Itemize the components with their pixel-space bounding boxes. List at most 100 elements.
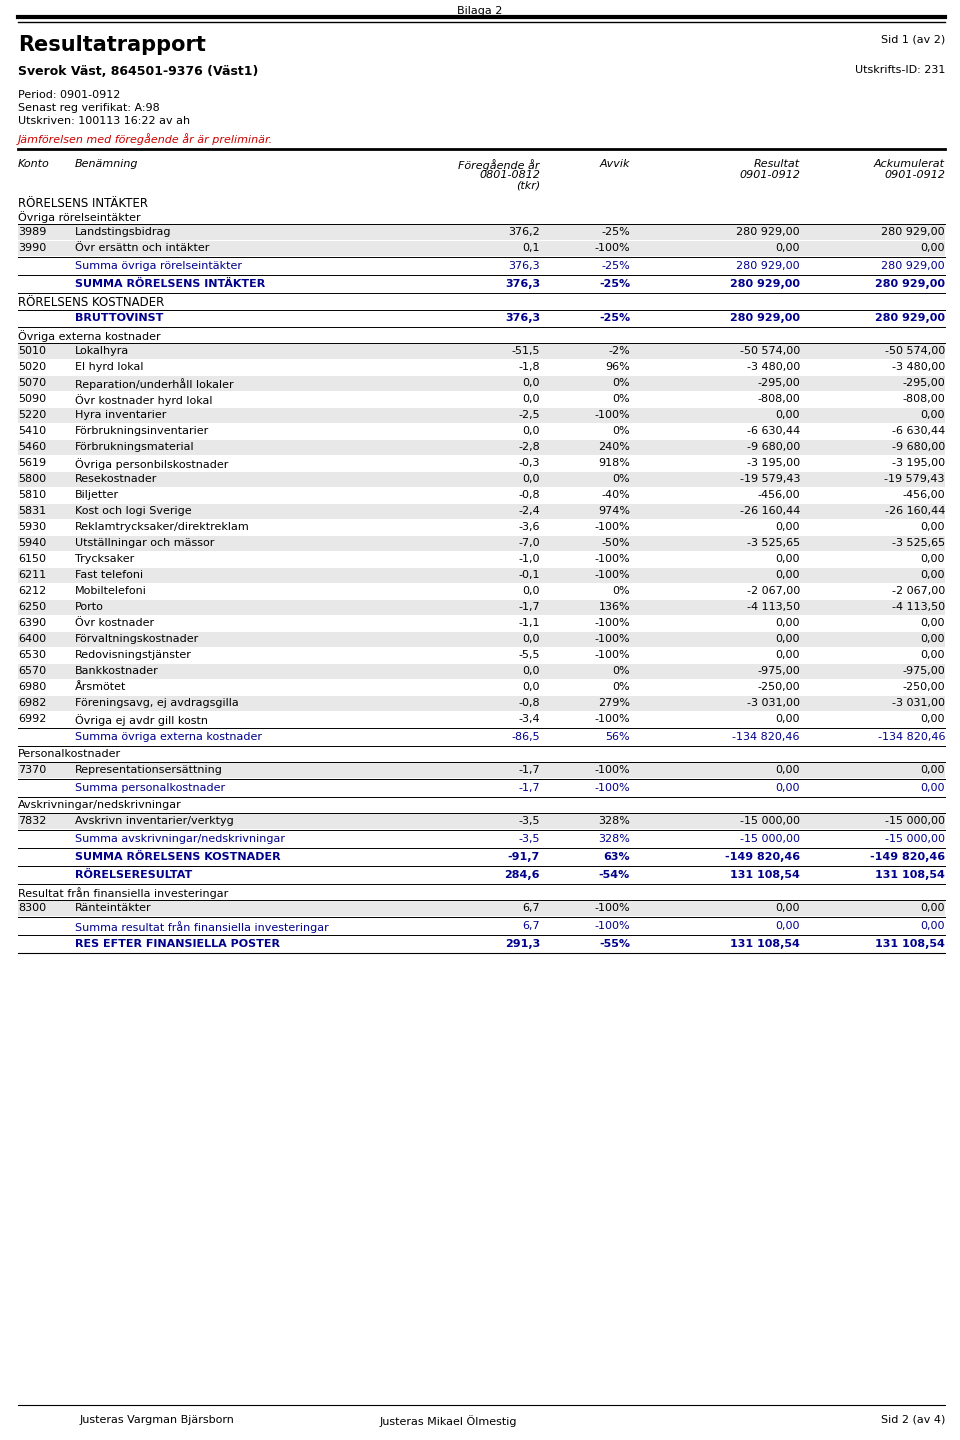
Text: 280 929,00: 280 929,00: [875, 279, 945, 289]
Text: 5831: 5831: [18, 505, 46, 516]
Text: Summa övriga rörelseintäkter: Summa övriga rörelseintäkter: [75, 261, 242, 271]
Text: Redovisningstjänster: Redovisningstjänster: [75, 649, 192, 660]
Text: 280 929,00: 280 929,00: [730, 279, 800, 289]
Text: 328%: 328%: [598, 816, 630, 827]
Text: -100%: -100%: [594, 243, 630, 253]
Text: -250,00: -250,00: [902, 683, 945, 693]
Text: Förbrukningsinventarier: Förbrukningsinventarier: [75, 426, 209, 436]
Text: 5930: 5930: [18, 521, 46, 531]
Text: Övr kostnader hyrd lokal: Övr kostnader hyrd lokal: [75, 395, 212, 406]
Bar: [18, 763, 945, 778]
Text: Avvik: Avvik: [599, 158, 630, 168]
Text: 0,00: 0,00: [776, 649, 800, 660]
Text: 280 929,00: 280 929,00: [881, 261, 945, 271]
Text: -51,5: -51,5: [512, 346, 540, 356]
Text: RÖRELSENS INTÄKTER: RÖRELSENS INTÄKTER: [18, 197, 148, 210]
Text: Sid 1 (av 2): Sid 1 (av 2): [880, 35, 945, 45]
Text: 0,00: 0,00: [921, 649, 945, 660]
Text: Justeras Vargman Bjärsborn: Justeras Vargman Bjärsborn: [80, 1416, 235, 1426]
Text: -50%: -50%: [601, 539, 630, 549]
Text: Porto: Porto: [75, 602, 104, 612]
Text: Utskrifts-ID: 231: Utskrifts-ID: 231: [854, 65, 945, 75]
Text: -19 579,43: -19 579,43: [884, 474, 945, 484]
Text: 7832: 7832: [18, 816, 46, 827]
Text: 0801-0812: 0801-0812: [479, 170, 540, 180]
Text: -149 820,46: -149 820,46: [725, 852, 800, 863]
Text: 376,3: 376,3: [505, 279, 540, 289]
Text: -55%: -55%: [599, 939, 630, 949]
Text: -3 195,00: -3 195,00: [747, 458, 800, 468]
Text: -100%: -100%: [594, 618, 630, 628]
Text: 376,3: 376,3: [509, 261, 540, 271]
Text: -100%: -100%: [594, 903, 630, 913]
Text: Övriga ej avdr gill kostn: Övriga ej avdr gill kostn: [75, 714, 208, 726]
Bar: [18, 240, 945, 256]
Text: -40%: -40%: [601, 490, 630, 500]
Text: -7,0: -7,0: [518, 539, 540, 549]
Text: 328%: 328%: [598, 834, 630, 844]
Text: Övr ersättn och intäkter: Övr ersättn och intäkter: [75, 243, 209, 253]
Text: 6980: 6980: [18, 683, 46, 693]
Text: Justeras Mikael Ölmestig: Justeras Mikael Ölmestig: [380, 1416, 517, 1427]
Text: -100%: -100%: [594, 714, 630, 724]
Text: -25%: -25%: [601, 228, 630, 238]
Text: -3 525,65: -3 525,65: [747, 539, 800, 549]
Text: BRUTTOVINST: BRUTTOVINST: [75, 312, 163, 323]
Text: 0%: 0%: [612, 377, 630, 387]
Text: 0,00: 0,00: [921, 570, 945, 580]
Text: -0,8: -0,8: [518, 698, 540, 708]
Text: 131 108,54: 131 108,54: [731, 939, 800, 949]
Text: -1,7: -1,7: [518, 602, 540, 612]
Text: -3 525,65: -3 525,65: [892, 539, 945, 549]
Text: -100%: -100%: [594, 649, 630, 660]
Text: -3 480,00: -3 480,00: [747, 361, 800, 372]
Text: Förvaltningskostnader: Förvaltningskostnader: [75, 634, 200, 644]
Bar: [18, 696, 945, 711]
Text: RÖRELSENS KOSTNADER: RÖRELSENS KOSTNADER: [18, 297, 164, 310]
Text: -0,3: -0,3: [518, 458, 540, 468]
Text: -2 067,00: -2 067,00: [747, 586, 800, 596]
Text: -100%: -100%: [594, 554, 630, 564]
Text: -100%: -100%: [594, 410, 630, 420]
Text: 6211: 6211: [18, 570, 46, 580]
Text: -4 113,50: -4 113,50: [892, 602, 945, 612]
Text: 0,00: 0,00: [921, 410, 945, 420]
Text: 376,3: 376,3: [505, 312, 540, 323]
Text: Övriga externa kostnader: Övriga externa kostnader: [18, 330, 160, 341]
Text: -2,8: -2,8: [518, 442, 540, 452]
Bar: [18, 472, 945, 487]
Text: 0%: 0%: [612, 665, 630, 675]
Text: Hyra inventarier: Hyra inventarier: [75, 410, 166, 420]
Text: Kost och logi Sverige: Kost och logi Sverige: [75, 505, 192, 516]
Text: -25%: -25%: [601, 261, 630, 271]
Text: Summa avskrivningar/nedskrivningar: Summa avskrivningar/nedskrivningar: [75, 834, 285, 844]
Bar: [18, 225, 945, 240]
Text: 6,7: 6,7: [522, 903, 540, 913]
Text: 0,00: 0,00: [921, 783, 945, 793]
Text: 0%: 0%: [612, 683, 630, 693]
Text: -91,7: -91,7: [508, 852, 540, 863]
Text: 0,0: 0,0: [522, 377, 540, 387]
Text: Resultat från finansiella investeringar: Resultat från finansiella investeringar: [18, 887, 228, 899]
Text: 0,0: 0,0: [522, 474, 540, 484]
Text: -149 820,46: -149 820,46: [870, 852, 945, 863]
Text: -295,00: -295,00: [902, 377, 945, 387]
Text: -9 680,00: -9 680,00: [747, 442, 800, 452]
Text: Resultat: Resultat: [754, 158, 800, 168]
Text: 0,00: 0,00: [776, 765, 800, 775]
Text: -3,4: -3,4: [518, 714, 540, 724]
Text: 6212: 6212: [18, 586, 46, 596]
Text: 0%: 0%: [612, 586, 630, 596]
Text: -2 067,00: -2 067,00: [892, 586, 945, 596]
Bar: [18, 664, 945, 680]
Text: 5619: 5619: [18, 458, 46, 468]
Bar: [18, 567, 945, 583]
Text: -15 000,00: -15 000,00: [740, 834, 800, 844]
Text: Fast telefoni: Fast telefoni: [75, 570, 143, 580]
Text: 0,00: 0,00: [776, 922, 800, 932]
Text: Summa övriga externa kostnader: Summa övriga externa kostnader: [75, 732, 262, 742]
Text: Ackumulerat: Ackumulerat: [874, 158, 945, 168]
Text: Resultatrapport: Resultatrapport: [18, 35, 205, 55]
Text: Sverok Väst, 864501-9376 (Väst1): Sverok Väst, 864501-9376 (Väst1): [18, 65, 258, 78]
Text: -15 000,00: -15 000,00: [740, 816, 800, 827]
